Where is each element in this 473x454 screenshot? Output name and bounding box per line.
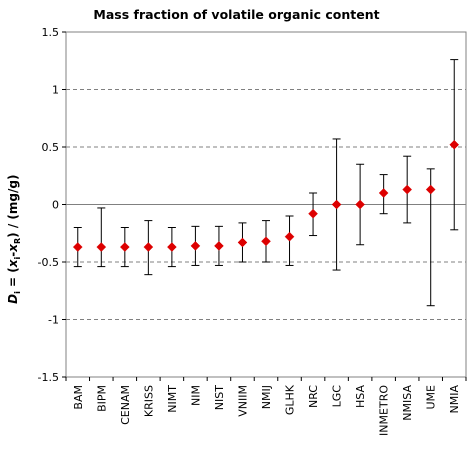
data-point (119, 242, 130, 252)
data-point (214, 241, 224, 251)
x-tick-label: KRISS (142, 385, 155, 417)
data-point (425, 184, 436, 195)
y-tick-label: 1.5 (42, 26, 60, 39)
x-tick-label: GLHK (284, 384, 297, 415)
data-point (237, 237, 248, 248)
chart-title: Mass fraction of volatile organic conten… (93, 7, 380, 22)
data-point (96, 242, 107, 252)
data-point (261, 236, 271, 247)
data-point (167, 242, 177, 252)
x-tick-label: NIM (189, 385, 202, 406)
x-tick-label: NIST (213, 385, 226, 410)
y-tick-label: -0.5 (38, 256, 59, 269)
x-tick-label: UME (425, 385, 438, 410)
y-tick-label: 0.5 (42, 141, 60, 154)
x-tick-label: NMIA (448, 385, 461, 414)
x-tick-label: NMISA (401, 385, 414, 421)
x-tick-label: BAM (72, 385, 85, 410)
x-tick-label: NIMT (166, 385, 179, 413)
data-point (308, 208, 318, 219)
data-point (331, 199, 342, 210)
x-tick-label: NMIJ (260, 385, 273, 409)
x-tick-label: HSA (354, 385, 367, 408)
x-tick-label: CENAM (119, 385, 132, 425)
x-tick-label: NRC (307, 385, 320, 408)
x-tick-label: BIPM (95, 385, 108, 412)
data-point (449, 139, 460, 150)
data-point (355, 199, 365, 210)
y-tick-label: 0 (52, 199, 59, 212)
data-point (190, 241, 201, 251)
data-point (72, 242, 83, 252)
data-point (284, 231, 295, 242)
y-tick-label: 1 (52, 84, 59, 97)
data-point (378, 188, 389, 198)
y-tick-label: -1.5 (38, 371, 59, 384)
y-tick-label: -1 (48, 314, 59, 327)
x-tick-label: LGC (331, 385, 344, 408)
data-point (402, 184, 413, 195)
data-point (143, 242, 154, 252)
x-tick-label: INMETRO (378, 385, 391, 436)
x-tick-label: VNIIM (236, 385, 249, 417)
